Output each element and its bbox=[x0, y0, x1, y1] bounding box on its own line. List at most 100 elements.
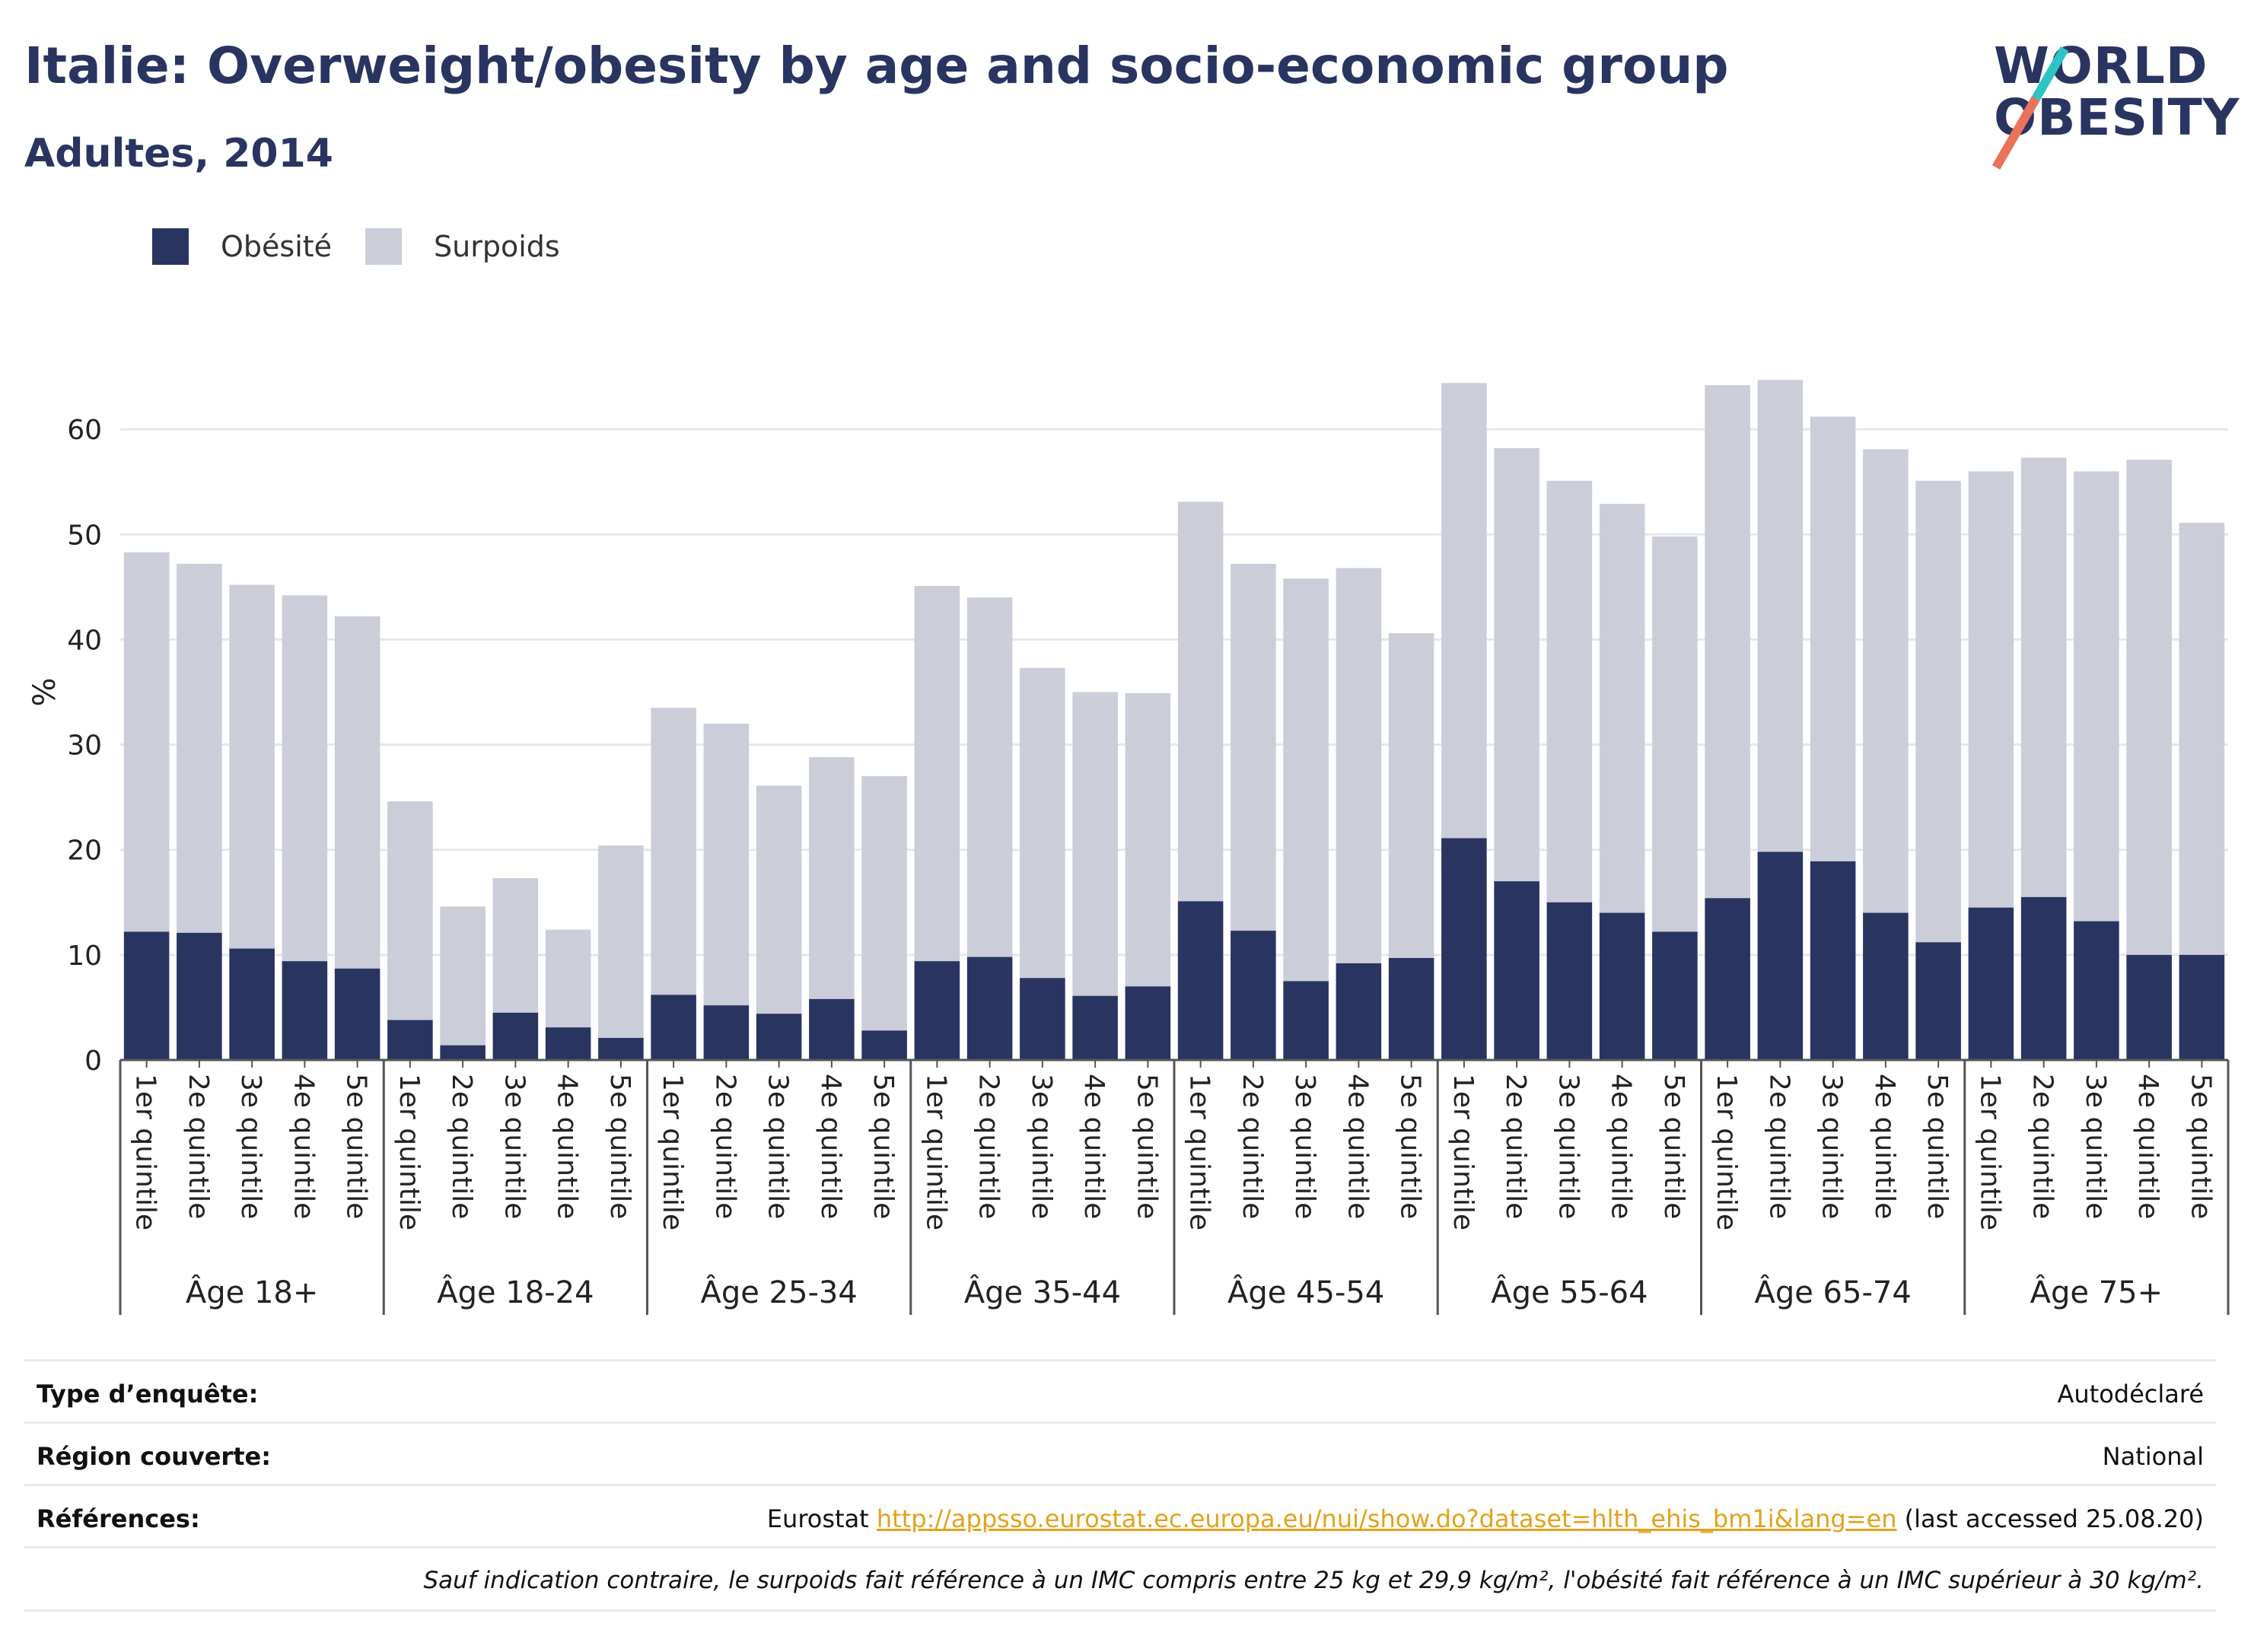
references-value: Eurostat http://appsso.eurostat.ec.europ… bbox=[767, 1504, 2204, 1533]
bar-obesity-7-3 bbox=[2126, 954, 2172, 1060]
bar-overweight-2-2 bbox=[756, 785, 802, 1014]
x-category-label-4-2: 3e quintile bbox=[1289, 1074, 1320, 1219]
logo-line-1: WORLD bbox=[1994, 37, 2208, 95]
bar-obesity-4-3 bbox=[1336, 963, 1382, 1060]
bar-overweight-6-1 bbox=[1757, 380, 1804, 852]
x-category-label-0-3: 4e quintile bbox=[288, 1074, 319, 1219]
bar-overweight-0-4 bbox=[334, 616, 380, 969]
x-category-label-5-3: 4e quintile bbox=[1606, 1074, 1637, 1219]
x-category-label-1-3: 4e quintile bbox=[552, 1074, 583, 1219]
x-category-label-6-4: 5e quintile bbox=[1921, 1074, 1953, 1219]
bar-overweight-4-4 bbox=[1388, 633, 1434, 959]
bar-overweight-3-3 bbox=[1072, 692, 1118, 996]
x-category-label-2-2: 3e quintile bbox=[763, 1074, 794, 1219]
x-category-label-6-2: 3e quintile bbox=[1816, 1074, 1848, 1219]
page-title: Italie: Overweight/obesity by age and so… bbox=[24, 37, 1729, 95]
x-category-label-2-3: 4e quintile bbox=[815, 1074, 846, 1219]
footnote-text: Sauf indication contraire, le surpoids f… bbox=[423, 1567, 2204, 1594]
bar-overweight-7-2 bbox=[2074, 471, 2119, 921]
bar-obesity-3-0 bbox=[914, 961, 960, 1060]
bar-obesity-1-2 bbox=[492, 1012, 539, 1060]
x-category-label-5-1: 2e quintile bbox=[1500, 1074, 1531, 1219]
legend-label-overweight: Surpoids bbox=[434, 230, 560, 263]
x-category-label-2-1: 2e quintile bbox=[709, 1074, 740, 1219]
bar-overweight-0-1 bbox=[177, 563, 222, 933]
bar-overweight-0-2 bbox=[229, 584, 275, 949]
bar-overweight-6-3 bbox=[1863, 449, 1909, 913]
bar-obesity-4-1 bbox=[1231, 931, 1276, 1060]
bar-obesity-3-4 bbox=[1125, 986, 1171, 1060]
x-group-label-4: Âge 45-54 bbox=[1227, 1274, 1384, 1310]
bar-overweight-4-3 bbox=[1336, 568, 1382, 963]
bar-obesity-1-0 bbox=[387, 1020, 433, 1060]
bar-overweight-1-0 bbox=[387, 801, 433, 1020]
bar-obesity-6-2 bbox=[1810, 861, 1856, 1060]
stacked-bar-chart: 0 10 20 30 40 50 60% 1er quintile 2e quintile 3e … bbox=[27, 380, 2230, 1315]
x-category-label-3-4: 5e quintile bbox=[1131, 1074, 1162, 1219]
references-link[interactable]: http://appsso.eurostat.ec.europa.eu/nui/… bbox=[876, 1504, 1897, 1533]
x-category-label-0-4: 5e quintile bbox=[341, 1074, 372, 1219]
x-category-label-3-2: 3e quintile bbox=[1026, 1074, 1057, 1219]
references-label: Références: bbox=[37, 1504, 200, 1533]
bar-obesity-1-1 bbox=[440, 1045, 486, 1060]
x-category-label-1-1: 2e quintile bbox=[446, 1074, 477, 1219]
bar-obesity-0-3 bbox=[282, 961, 328, 1060]
bar-obesity-7-0 bbox=[1968, 907, 2014, 1060]
bar-obesity-4-2 bbox=[1283, 981, 1329, 1060]
y-tick-label-20: 20 bbox=[67, 836, 102, 867]
x-category-label-5-2: 3e quintile bbox=[1552, 1074, 1584, 1219]
bar-obesity-2-0 bbox=[651, 995, 696, 1060]
bar-obesity-0-4 bbox=[334, 968, 380, 1060]
x-group-label-7: Âge 75+ bbox=[2030, 1274, 2163, 1310]
bar-overweight-1-2 bbox=[492, 878, 539, 1013]
bar-overweight-4-2 bbox=[1283, 578, 1329, 982]
x-category-label-6-3: 4e quintile bbox=[1869, 1074, 1900, 1219]
bar-obesity-5-1 bbox=[1494, 881, 1539, 1060]
x-category-label-7-2: 3e quintile bbox=[2080, 1074, 2111, 1219]
y-tick-label-0: 0 bbox=[84, 1046, 102, 1077]
bar-overweight-5-4 bbox=[1652, 536, 1698, 932]
bar-obesity-6-1 bbox=[1757, 851, 1804, 1060]
y-tick-label-40: 40 bbox=[67, 625, 102, 656]
bar-overweight-5-3 bbox=[1599, 504, 1645, 913]
x-category-label-3-0: 1er quintile bbox=[920, 1074, 951, 1230]
bar-obesity-7-1 bbox=[2020, 896, 2067, 1060]
info-row-region: Région couverte: National bbox=[24, 1421, 2216, 1485]
bar-obesity-0-0 bbox=[123, 931, 170, 1060]
x-category-label-1-4: 5e quintile bbox=[604, 1074, 635, 1219]
bar-overweight-0-3 bbox=[282, 595, 328, 962]
bar-obesity-0-1 bbox=[177, 932, 222, 1060]
bar-overweight-6-0 bbox=[1705, 385, 1750, 899]
x-category-label-4-3: 4e quintile bbox=[1342, 1074, 1373, 1219]
x-category-label-7-0: 1er quintile bbox=[1974, 1074, 2005, 1230]
survey-type-label: Type d’enquête: bbox=[37, 1380, 259, 1408]
bar-obesity-7-2 bbox=[2074, 921, 2119, 1060]
y-tick-label-60: 60 bbox=[67, 415, 102, 446]
bar-obesity-0-2 bbox=[229, 948, 275, 1060]
bar-overweight-0-0 bbox=[123, 552, 170, 932]
survey-type-value: Autodéclaré bbox=[2057, 1380, 2204, 1408]
bar-overweight-7-4 bbox=[2179, 523, 2225, 955]
x-category-label-4-4: 5e quintile bbox=[1395, 1074, 1426, 1219]
info-row-references: Références: Eurostat http://appsso.euros… bbox=[24, 1484, 2216, 1547]
x-category-label-0-0: 1er quintile bbox=[130, 1074, 161, 1230]
bar-overweight-6-2 bbox=[1810, 416, 1856, 861]
bar-obesity-7-4 bbox=[2179, 954, 2225, 1060]
region-value: National bbox=[2102, 1442, 2204, 1471]
bar-overweight-5-0 bbox=[1441, 383, 1487, 839]
bar-overweight-3-1 bbox=[966, 597, 1013, 957]
bar-obesity-4-0 bbox=[1177, 901, 1224, 1060]
x-category-label-7-1: 2e quintile bbox=[2027, 1074, 2058, 1219]
x-category-label-5-0: 1er quintile bbox=[1447, 1074, 1479, 1230]
bar-obesity-6-0 bbox=[1705, 898, 1750, 1060]
bar-obesity-5-3 bbox=[1599, 912, 1645, 1060]
bar-obesity-4-4 bbox=[1388, 958, 1434, 1060]
bar-overweight-6-4 bbox=[1915, 480, 1961, 943]
bar-overweight-4-0 bbox=[1177, 501, 1224, 902]
x-category-label-0-2: 3e quintile bbox=[235, 1074, 266, 1219]
bar-overweight-2-3 bbox=[809, 757, 855, 999]
bar-overweight-7-0 bbox=[1968, 471, 2014, 908]
bar-obesity-1-3 bbox=[545, 1027, 591, 1060]
x-category-label-1-0: 1er quintile bbox=[393, 1074, 425, 1230]
y-axis-label: % bbox=[27, 677, 62, 706]
